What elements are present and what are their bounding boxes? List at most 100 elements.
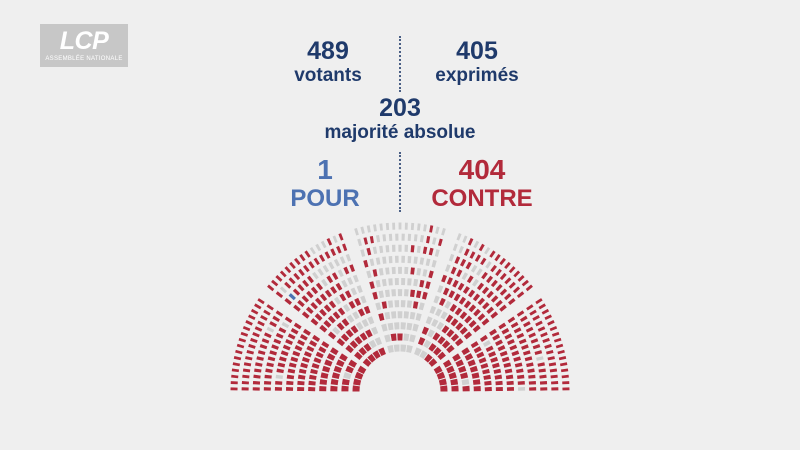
seat	[452, 243, 458, 252]
seat	[378, 268, 384, 276]
seat	[473, 308, 481, 317]
seat	[335, 282, 343, 291]
seat	[300, 362, 309, 369]
seat	[525, 284, 533, 292]
seat	[423, 339, 432, 349]
seat	[559, 362, 568, 367]
seat	[271, 344, 279, 350]
seat	[434, 308, 443, 317]
seat	[372, 246, 378, 255]
seat	[471, 372, 480, 379]
seat	[378, 313, 385, 321]
seat	[354, 351, 363, 360]
seat	[472, 379, 481, 385]
seat	[259, 344, 268, 350]
seat	[339, 256, 346, 264]
seat	[355, 321, 364, 331]
seat	[280, 350, 289, 357]
seat	[465, 261, 472, 270]
seat	[353, 378, 362, 386]
seat	[301, 311, 310, 319]
seat	[248, 343, 256, 349]
seat	[433, 346, 442, 356]
seat	[306, 345, 315, 353]
seat	[459, 311, 468, 320]
seat	[371, 326, 379, 335]
seat	[374, 337, 383, 346]
seat	[431, 318, 439, 328]
seat	[273, 338, 282, 345]
seat	[328, 261, 335, 270]
seat	[538, 303, 546, 310]
seat	[527, 368, 535, 373]
seat	[285, 338, 293, 345]
contre-label: CONTRE	[431, 185, 533, 212]
seat	[486, 306, 495, 315]
seat	[406, 322, 413, 331]
seat	[481, 271, 488, 280]
seat	[450, 333, 460, 342]
seat	[425, 258, 431, 267]
seat	[324, 251, 331, 259]
seat	[499, 350, 508, 357]
seat	[415, 313, 422, 321]
seat	[288, 293, 296, 301]
seat	[422, 269, 428, 277]
seat	[308, 261, 315, 269]
seat	[419, 350, 428, 359]
seat	[319, 324, 328, 333]
seat	[441, 325, 450, 334]
seat	[555, 343, 564, 349]
seat	[431, 259, 437, 268]
seat	[476, 282, 485, 291]
seat	[365, 329, 373, 338]
seat	[294, 257, 301, 266]
seat	[347, 277, 354, 285]
seat	[303, 264, 310, 273]
seat	[425, 316, 433, 325]
seat	[293, 272, 301, 281]
seat	[426, 235, 431, 244]
seat	[547, 320, 555, 326]
seat	[441, 340, 451, 349]
seat	[317, 268, 324, 276]
seat	[524, 356, 533, 362]
seat	[359, 332, 368, 341]
votants-value: 489	[307, 37, 349, 65]
seat	[378, 290, 385, 299]
seat	[460, 258, 467, 267]
seat	[254, 303, 262, 310]
seat	[532, 315, 540, 321]
seat	[349, 340, 359, 349]
seat	[499, 288, 508, 296]
seat	[293, 322, 302, 330]
seat	[544, 314, 552, 320]
seat	[525, 326, 534, 333]
seat	[345, 329, 354, 338]
seat	[245, 356, 253, 361]
seat	[366, 270, 372, 279]
seat	[497, 345, 506, 352]
seat	[372, 350, 381, 359]
seat	[482, 301, 490, 310]
seat	[505, 374, 514, 380]
seat	[419, 234, 425, 243]
seat	[433, 295, 440, 304]
seat	[375, 302, 382, 311]
seat	[250, 337, 258, 344]
seat	[332, 311, 341, 320]
seat	[384, 311, 391, 320]
seat	[456, 269, 463, 278]
seat	[303, 351, 312, 358]
seat	[254, 326, 263, 332]
seat	[301, 295, 310, 303]
seat	[310, 301, 318, 310]
seat	[530, 338, 539, 344]
seat	[348, 359, 358, 368]
seat	[332, 326, 341, 335]
seat	[503, 362, 512, 368]
seat	[263, 332, 272, 339]
seat	[269, 350, 278, 356]
pour-stat: 1 POUR	[270, 155, 380, 213]
